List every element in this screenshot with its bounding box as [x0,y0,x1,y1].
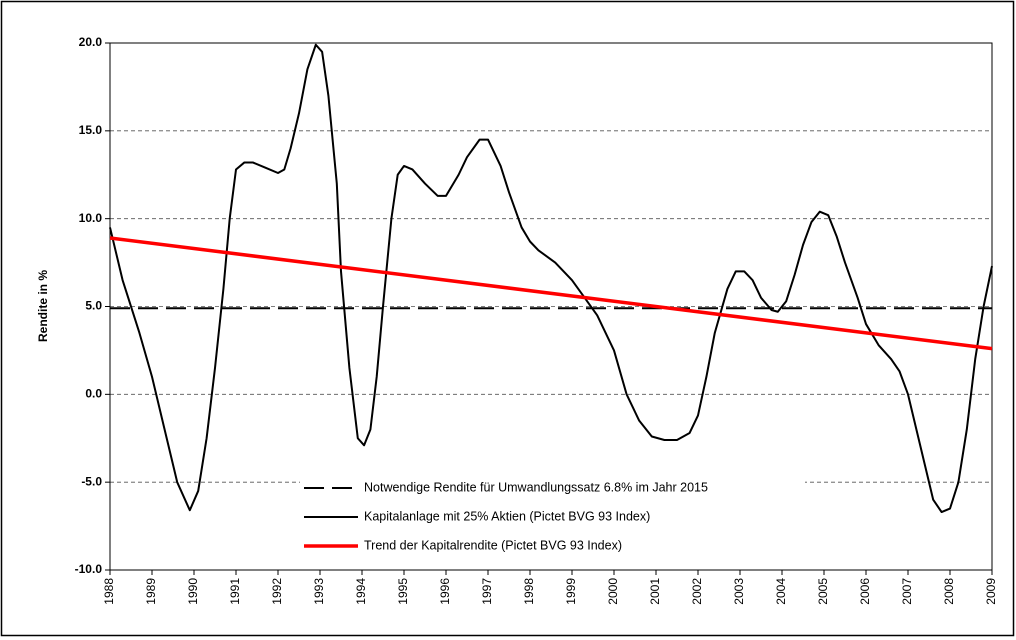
x-tick-label: 1992 [270,578,284,605]
x-tick-label: 2003 [732,578,746,605]
x-tick-label: 2008 [942,578,956,605]
y-axis-label: Rendite in % [36,270,50,342]
x-tick-label: 1998 [522,578,536,605]
y-tick-label: -10.0 [75,562,103,576]
y-tick-label: 10.0 [79,211,103,225]
legend-label: Trend der Kapitalrendite (Pictet BVG 93 … [364,538,622,552]
y-tick-label: -5.0 [81,474,102,488]
x-tick-label: 2002 [690,578,704,605]
x-tick-label: 1991 [228,578,242,605]
y-tick-label: 0.0 [85,387,102,401]
x-tick-label: 2006 [858,578,872,605]
legend-box [300,474,805,561]
x-tick-label: 1999 [564,578,578,605]
x-tick-label: 1993 [312,578,326,605]
x-tick-label: 2004 [774,578,788,605]
x-tick-label: 1996 [438,578,452,605]
series-line [109,43,993,514]
y-tick-label: 5.0 [85,299,102,313]
x-tick-label: 2007 [900,578,914,605]
legend-label: Notwendige Rendite für Umwandlungssatz 6… [364,480,708,494]
legend-label: Kapitalanlage mit 25% Aktien (Pictet BVG… [364,509,650,523]
x-tick-label: 2005 [816,578,830,605]
series-line [109,236,993,351]
x-tick-label: 2000 [606,578,620,605]
x-tick-label: 1995 [396,578,410,605]
y-tick-label: 20.0 [79,35,103,49]
y-tick-label: 15.0 [79,123,103,137]
x-tick-label: 2009 [984,578,998,605]
x-tick-label: 1997 [480,578,494,605]
plot-frame [109,42,993,571]
x-tick-label: 1989 [144,578,158,605]
x-tick-label: 2001 [648,578,662,605]
x-tick-label: 1988 [102,578,116,605]
x-tick-label: 1990 [186,578,200,605]
x-tick-label: 1994 [354,578,368,605]
